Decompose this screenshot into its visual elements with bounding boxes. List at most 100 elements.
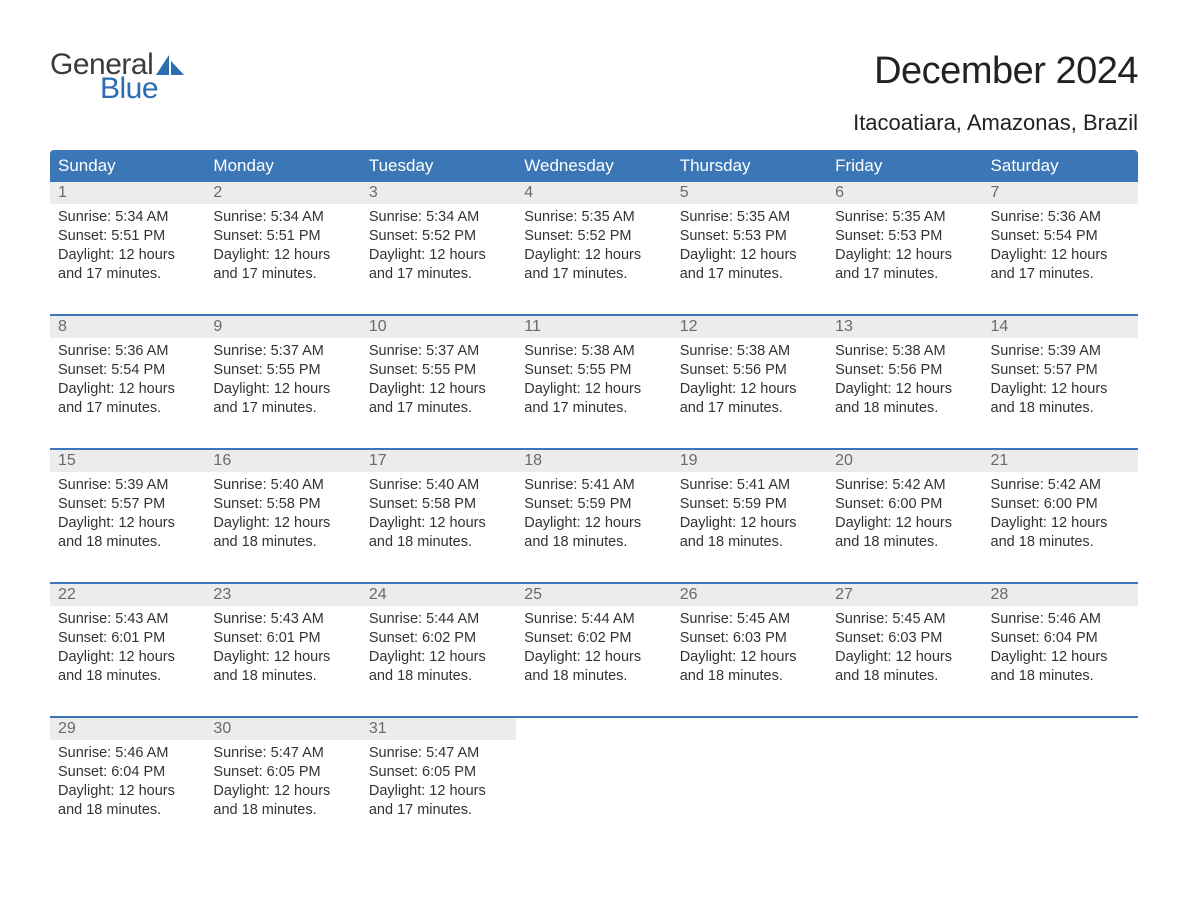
sunrise-line: Sunrise: 5:43 AM bbox=[58, 610, 197, 629]
daylight-line: Daylight: 12 hours and 17 minutes. bbox=[213, 380, 352, 418]
sunset-line: Sunset: 5:52 PM bbox=[369, 227, 508, 246]
sunset-line: Sunset: 6:01 PM bbox=[213, 629, 352, 648]
day-number: 11 bbox=[516, 316, 671, 338]
calendar-day: 27Sunrise: 5:45 AMSunset: 6:03 PMDayligh… bbox=[827, 584, 982, 702]
daylight-line: Daylight: 12 hours and 18 minutes. bbox=[835, 514, 974, 552]
day-number: 16 bbox=[205, 450, 360, 472]
day-body: Sunrise: 5:41 AMSunset: 5:59 PMDaylight:… bbox=[672, 472, 827, 559]
daylight-line: Daylight: 12 hours and 17 minutes. bbox=[369, 380, 508, 418]
sunrise-line: Sunrise: 5:36 AM bbox=[991, 208, 1130, 227]
sunset-line: Sunset: 5:55 PM bbox=[369, 361, 508, 380]
sunrise-line: Sunrise: 5:40 AM bbox=[213, 476, 352, 495]
calendar-day: 29Sunrise: 5:46 AMSunset: 6:04 PMDayligh… bbox=[50, 718, 205, 836]
day-body: Sunrise: 5:39 AMSunset: 5:57 PMDaylight:… bbox=[983, 338, 1138, 425]
sunset-line: Sunset: 5:55 PM bbox=[524, 361, 663, 380]
day-number: 6 bbox=[827, 182, 982, 204]
daylight-line: Daylight: 12 hours and 18 minutes. bbox=[680, 648, 819, 686]
day-body: Sunrise: 5:34 AMSunset: 5:52 PMDaylight:… bbox=[361, 204, 516, 291]
day-number: 3 bbox=[361, 182, 516, 204]
day-number: 7 bbox=[983, 182, 1138, 204]
sunset-line: Sunset: 5:57 PM bbox=[58, 495, 197, 514]
day-body: Sunrise: 5:34 AMSunset: 5:51 PMDaylight:… bbox=[50, 204, 205, 291]
daylight-line: Daylight: 12 hours and 17 minutes. bbox=[835, 246, 974, 284]
day-number: 5 bbox=[672, 182, 827, 204]
daylight-line: Daylight: 12 hours and 17 minutes. bbox=[58, 246, 197, 284]
day-body: Sunrise: 5:41 AMSunset: 5:59 PMDaylight:… bbox=[516, 472, 671, 559]
daylight-line: Daylight: 12 hours and 18 minutes. bbox=[213, 648, 352, 686]
daylight-line: Daylight: 12 hours and 18 minutes. bbox=[680, 514, 819, 552]
brand-logo: General Blue bbox=[50, 50, 185, 104]
day-body: Sunrise: 5:36 AMSunset: 5:54 PMDaylight:… bbox=[50, 338, 205, 425]
daylight-line: Daylight: 12 hours and 18 minutes. bbox=[58, 648, 197, 686]
sunset-line: Sunset: 5:51 PM bbox=[58, 227, 197, 246]
day-body: Sunrise: 5:46 AMSunset: 6:04 PMDaylight:… bbox=[983, 606, 1138, 693]
daylight-line: Daylight: 12 hours and 18 minutes. bbox=[835, 380, 974, 418]
sunrise-line: Sunrise: 5:46 AM bbox=[58, 744, 197, 763]
calendar-week: 1Sunrise: 5:34 AMSunset: 5:51 PMDaylight… bbox=[50, 182, 1138, 300]
sunrise-line: Sunrise: 5:35 AM bbox=[835, 208, 974, 227]
day-number: 18 bbox=[516, 450, 671, 472]
sunrise-line: Sunrise: 5:43 AM bbox=[213, 610, 352, 629]
sunset-line: Sunset: 5:58 PM bbox=[213, 495, 352, 514]
day-number: 28 bbox=[983, 584, 1138, 606]
day-number: 17 bbox=[361, 450, 516, 472]
calendar-day: 2Sunrise: 5:34 AMSunset: 5:51 PMDaylight… bbox=[205, 182, 360, 300]
calendar-weekday-header: Sunday Monday Tuesday Wednesday Thursday… bbox=[50, 150, 1138, 182]
day-number: 27 bbox=[827, 584, 982, 606]
calendar-day: 4Sunrise: 5:35 AMSunset: 5:52 PMDaylight… bbox=[516, 182, 671, 300]
sunrise-line: Sunrise: 5:45 AM bbox=[835, 610, 974, 629]
sunrise-line: Sunrise: 5:44 AM bbox=[369, 610, 508, 629]
day-body: Sunrise: 5:43 AMSunset: 6:01 PMDaylight:… bbox=[205, 606, 360, 693]
day-body: Sunrise: 5:39 AMSunset: 5:57 PMDaylight:… bbox=[50, 472, 205, 559]
calendar-day: 6Sunrise: 5:35 AMSunset: 5:53 PMDaylight… bbox=[827, 182, 982, 300]
sunrise-line: Sunrise: 5:41 AM bbox=[524, 476, 663, 495]
weekday-heading: Friday bbox=[827, 150, 982, 182]
sunrise-line: Sunrise: 5:37 AM bbox=[213, 342, 352, 361]
day-body: Sunrise: 5:47 AMSunset: 6:05 PMDaylight:… bbox=[361, 740, 516, 827]
day-body: Sunrise: 5:43 AMSunset: 6:01 PMDaylight:… bbox=[50, 606, 205, 693]
calendar-week: 29Sunrise: 5:46 AMSunset: 6:04 PMDayligh… bbox=[50, 716, 1138, 836]
day-body: Sunrise: 5:40 AMSunset: 5:58 PMDaylight:… bbox=[361, 472, 516, 559]
daylight-line: Daylight: 12 hours and 18 minutes. bbox=[991, 380, 1130, 418]
day-number: 25 bbox=[516, 584, 671, 606]
day-number: 30 bbox=[205, 718, 360, 740]
daylight-line: Daylight: 12 hours and 18 minutes. bbox=[524, 514, 663, 552]
sunrise-line: Sunrise: 5:44 AM bbox=[524, 610, 663, 629]
day-body: Sunrise: 5:45 AMSunset: 6:03 PMDaylight:… bbox=[827, 606, 982, 693]
calendar-day: 10Sunrise: 5:37 AMSunset: 5:55 PMDayligh… bbox=[361, 316, 516, 434]
calendar-day: 20Sunrise: 5:42 AMSunset: 6:00 PMDayligh… bbox=[827, 450, 982, 568]
calendar-day: 22Sunrise: 5:43 AMSunset: 6:01 PMDayligh… bbox=[50, 584, 205, 702]
calendar-weeks: 1Sunrise: 5:34 AMSunset: 5:51 PMDaylight… bbox=[50, 182, 1138, 836]
sunset-line: Sunset: 5:52 PM bbox=[524, 227, 663, 246]
calendar-day: .. bbox=[827, 718, 982, 836]
day-body: Sunrise: 5:47 AMSunset: 6:05 PMDaylight:… bbox=[205, 740, 360, 827]
header-row: General Blue December 2024 bbox=[50, 50, 1138, 104]
day-body: Sunrise: 5:38 AMSunset: 5:56 PMDaylight:… bbox=[672, 338, 827, 425]
weekday-heading: Saturday bbox=[983, 150, 1138, 182]
sunrise-line: Sunrise: 5:37 AM bbox=[369, 342, 508, 361]
day-number: 21 bbox=[983, 450, 1138, 472]
daylight-line: Daylight: 12 hours and 17 minutes. bbox=[680, 380, 819, 418]
calendar-day: 12Sunrise: 5:38 AMSunset: 5:56 PMDayligh… bbox=[672, 316, 827, 434]
month-title: December 2024 bbox=[874, 50, 1138, 93]
day-number: 31 bbox=[361, 718, 516, 740]
calendar-day: 24Sunrise: 5:44 AMSunset: 6:02 PMDayligh… bbox=[361, 584, 516, 702]
sunrise-line: Sunrise: 5:46 AM bbox=[991, 610, 1130, 629]
sunset-line: Sunset: 5:59 PM bbox=[680, 495, 819, 514]
sunset-line: Sunset: 6:04 PM bbox=[991, 629, 1130, 648]
sunrise-line: Sunrise: 5:35 AM bbox=[524, 208, 663, 227]
day-number: 1 bbox=[50, 182, 205, 204]
sunset-line: Sunset: 6:03 PM bbox=[835, 629, 974, 648]
day-number: 20 bbox=[827, 450, 982, 472]
day-body: Sunrise: 5:45 AMSunset: 6:03 PMDaylight:… bbox=[672, 606, 827, 693]
daylight-line: Daylight: 12 hours and 18 minutes. bbox=[991, 648, 1130, 686]
daylight-line: Daylight: 12 hours and 18 minutes. bbox=[991, 514, 1130, 552]
sunrise-line: Sunrise: 5:39 AM bbox=[991, 342, 1130, 361]
calendar-day: 13Sunrise: 5:38 AMSunset: 5:56 PMDayligh… bbox=[827, 316, 982, 434]
sunset-line: Sunset: 6:00 PM bbox=[991, 495, 1130, 514]
sunset-line: Sunset: 5:58 PM bbox=[369, 495, 508, 514]
daylight-line: Daylight: 12 hours and 18 minutes. bbox=[835, 648, 974, 686]
sunset-line: Sunset: 5:51 PM bbox=[213, 227, 352, 246]
day-number: 9 bbox=[205, 316, 360, 338]
daylight-line: Daylight: 12 hours and 17 minutes. bbox=[369, 782, 508, 820]
